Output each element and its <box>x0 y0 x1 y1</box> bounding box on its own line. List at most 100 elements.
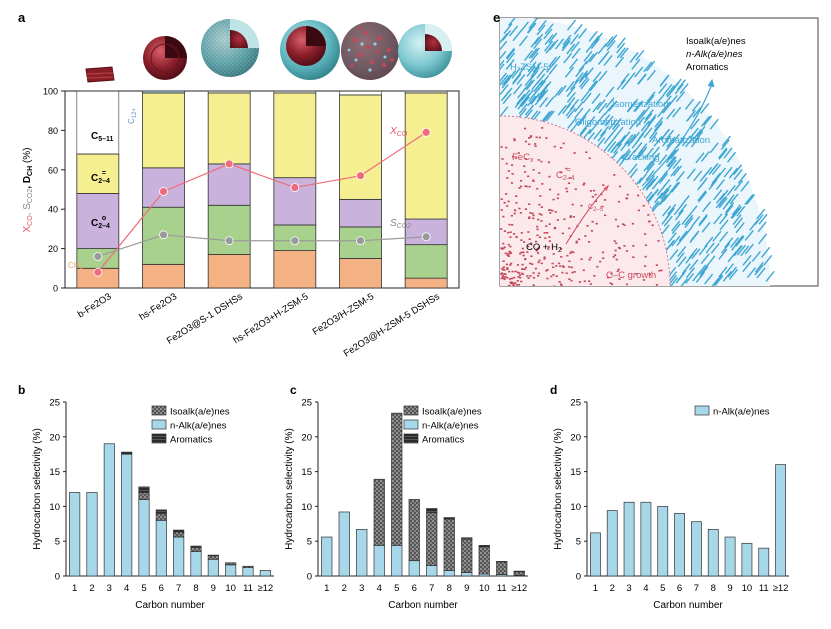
bar-segment-c5-11 <box>404 92 448 220</box>
y-tick-label: 25 <box>570 398 581 409</box>
label-c2-4-olefin: C2–4= <box>91 170 110 185</box>
panel-letter-a: a <box>18 10 26 25</box>
bar-n-alk-a-e-nes <box>461 572 473 577</box>
fe2o3-at-hzsm5-dshs-icon <box>398 24 452 78</box>
panel-b-chart: 0 5 10 15 20 25 1 2 3 4 5 6 7 8 9 10 11 ≥12 Carbon number H… <box>32 398 274 611</box>
x-tick-label: 9 <box>211 583 216 594</box>
bar-n-alk-a-e-nes <box>121 453 133 577</box>
marker-xco <box>290 183 300 192</box>
product-n-alkanes: n-Alk(a/e)nes <box>686 49 743 60</box>
x-tick-label: 4 <box>124 583 129 594</box>
panel-a-y-tick-label: 20 <box>48 244 58 254</box>
x-tick-label: 1 <box>593 583 598 594</box>
bar-outline <box>273 90 317 94</box>
bar-n-alk-a-e-nes <box>657 506 669 577</box>
x-tick-label: 8 <box>711 583 716 594</box>
line-xco <box>97 131 427 273</box>
bar-n-alk-a-e-nes <box>426 565 438 577</box>
bar-isoalk-a-e-nes <box>391 412 403 546</box>
legend-label: n-Alk(a/e)nes <box>422 421 479 432</box>
bar-isoalk-a-e-nes <box>242 565 254 568</box>
fe2o3-at-s1-dshs-icon <box>201 19 259 77</box>
y-tick-label: 0 <box>55 572 60 583</box>
xco-line-label: XCO <box>389 126 408 138</box>
bar-aromatics <box>461 537 473 540</box>
bar-aromatics <box>443 517 455 520</box>
bar-segment-c2-4-olefin <box>339 198 382 228</box>
bar-segment-c2-4-paraffin <box>404 244 448 279</box>
bar-segment-c5-11 <box>76 153 120 194</box>
x-tick-label: 4 <box>377 583 382 594</box>
y-tick-label: 20 <box>49 432 60 443</box>
hollow-fe2o3-sphere-icon <box>143 36 187 80</box>
x-tick-label: 9 <box>727 583 732 594</box>
bar-n-alk-a-e-nes <box>173 536 185 577</box>
bar-outline <box>76 90 120 155</box>
x-tick-label: 8 <box>193 583 198 594</box>
bar-isoalk-a-e-nes <box>513 571 525 576</box>
bar-n-alk-a-e-nes <box>225 564 237 577</box>
product-isoalkanes: Isoalk(a/e)nes <box>686 36 746 47</box>
x-tick-label: 5 <box>660 583 665 594</box>
label-ch4: CH4 <box>68 261 84 272</box>
panel-letter-d: d <box>550 383 557 397</box>
y-tick-label: 15 <box>49 467 60 478</box>
legend-swatch <box>403 405 419 416</box>
sco2-line-label: SCO2 <box>390 218 411 230</box>
iron-carbide-particles <box>500 127 663 286</box>
panel-a-category-label: Fe2O3/H-ZSM-5 <box>311 291 376 338</box>
x-tick-label: 11 <box>497 583 507 594</box>
bar-aromatics <box>173 529 185 533</box>
bar-n-alk-a-e-nes <box>190 551 202 577</box>
marker-xco <box>356 171 365 181</box>
bar-n-alk-a-e-nes <box>242 567 254 577</box>
bar-n-alk-a-e-nes <box>408 560 420 577</box>
zeolite-channels <box>500 18 775 286</box>
bar-n-alk-a-e-nes <box>321 536 333 577</box>
y-tick-label: 25 <box>49 398 60 409</box>
panel-a-y-tick-label: 40 <box>48 205 58 215</box>
x-tick-label: 2 <box>610 583 615 594</box>
bar-n-alk-a-e-nes <box>590 532 601 577</box>
bar-isoalk-a-e-nes <box>225 562 237 566</box>
y-axis-label: Hydrocarbon selectivity (%) <box>284 428 295 550</box>
h-zsm5-label: H-ZSM-5 <box>510 62 549 73</box>
panel-a-y-tick-label: 60 <box>48 165 58 175</box>
bar-isoalk-a-e-nes <box>478 546 490 575</box>
bar-isoalk-a-e-nes <box>496 561 508 575</box>
bar-aromatics <box>155 509 167 514</box>
bar-n-alk-a-e-nes <box>103 443 115 577</box>
marker-xco <box>159 187 168 196</box>
bar-segment-ch4 <box>273 250 317 289</box>
x-tick-label: 7 <box>694 583 699 594</box>
bar-outline <box>404 90 448 94</box>
legend-swatch <box>694 405 710 416</box>
y-tick-label: 5 <box>55 537 60 548</box>
x-tick-label: 2 <box>342 583 347 594</box>
bar-n-alk-a-e-nes <box>758 547 770 577</box>
x-tick-label: 3 <box>359 583 364 594</box>
bar-segment-ch4 <box>339 258 382 289</box>
panel-a-frame <box>64 90 460 289</box>
bar-segment-c2-4-olefin <box>142 167 185 208</box>
bar-n-alk-a-e-nes <box>707 529 719 577</box>
cc-growth-label: C–C growth <box>606 270 656 281</box>
y-tick-label: 5 <box>307 537 312 548</box>
bar-aromatics <box>513 570 525 573</box>
y-tick-label: 10 <box>49 502 60 513</box>
label-c12-plus: C12+ <box>127 108 138 124</box>
panel-c-chart: 0 5 10 15 20 25 1 2 3 4 5 6 7 8 9 10 11 ≥12 Carbon number H… <box>284 398 528 611</box>
step-isomerization: Isomerization <box>612 99 669 110</box>
x-tick-label: 11 <box>759 583 769 594</box>
bar-n-alk-a-e-nes <box>338 511 350 577</box>
legend-swatch <box>403 433 419 444</box>
fe2o3-on-hzsm5-icon <box>341 22 399 80</box>
y-axis-label: Hydrocarbon selectivity (%) <box>553 428 564 550</box>
legend-label: n-Alk(a/e)nes <box>170 421 227 432</box>
bar-n-alk-a-e-nes <box>356 529 368 577</box>
bar-aromatics <box>496 561 508 563</box>
bar-aromatics <box>207 554 219 557</box>
